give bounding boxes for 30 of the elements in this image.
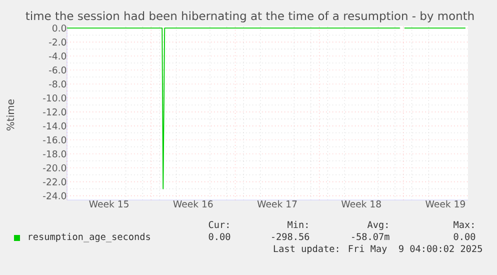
text: Avg: [367,221,388,230]
text: -298.56 [272,233,310,240]
y-tick-label: -20.0 [43,164,66,172]
text: 0.00 [454,233,476,240]
y-tick-label: -24.0 [43,192,66,200]
x-tick-label: Week 17 [257,200,297,208]
y-tick-label: -16.0 [43,136,66,144]
x-tick-label: Week 15 [89,200,128,208]
y-tick-label: -22.0 [43,178,66,186]
text: Last update: Fri May 9 04:00:02 2025 [274,244,482,254]
legend-label: resumption_age_seconds [28,232,150,242]
y-tick-label: -2.0 [48,38,66,46]
text: Cur: [208,221,228,228]
text: 0.00 [208,233,230,240]
x-tick-label: Week 19 [426,200,465,208]
x-tick-label: Week 18 [341,200,381,208]
y-axis-title: %time [6,99,14,130]
text: Min: [288,220,308,228]
y-tick-label: -10.0 [43,94,66,102]
y-tick-label: -4.0 [48,52,66,60]
y-tick-label: -12.0 [43,108,66,116]
y-tick-label: -6.0 [48,66,66,74]
text: Max: [454,221,474,228]
chart-title: time the session had been hibernating at the time of a resumption - by month [26,11,474,22]
x-tick-label: Week 16 [173,200,213,208]
text: -58.07m [352,233,390,240]
y-tick-label: -8.0 [48,80,66,88]
y-tick-label: -18.0 [43,150,66,158]
y-tick-label: 0.0 [52,24,66,32]
y-tick-label: -14.0 [43,122,66,130]
